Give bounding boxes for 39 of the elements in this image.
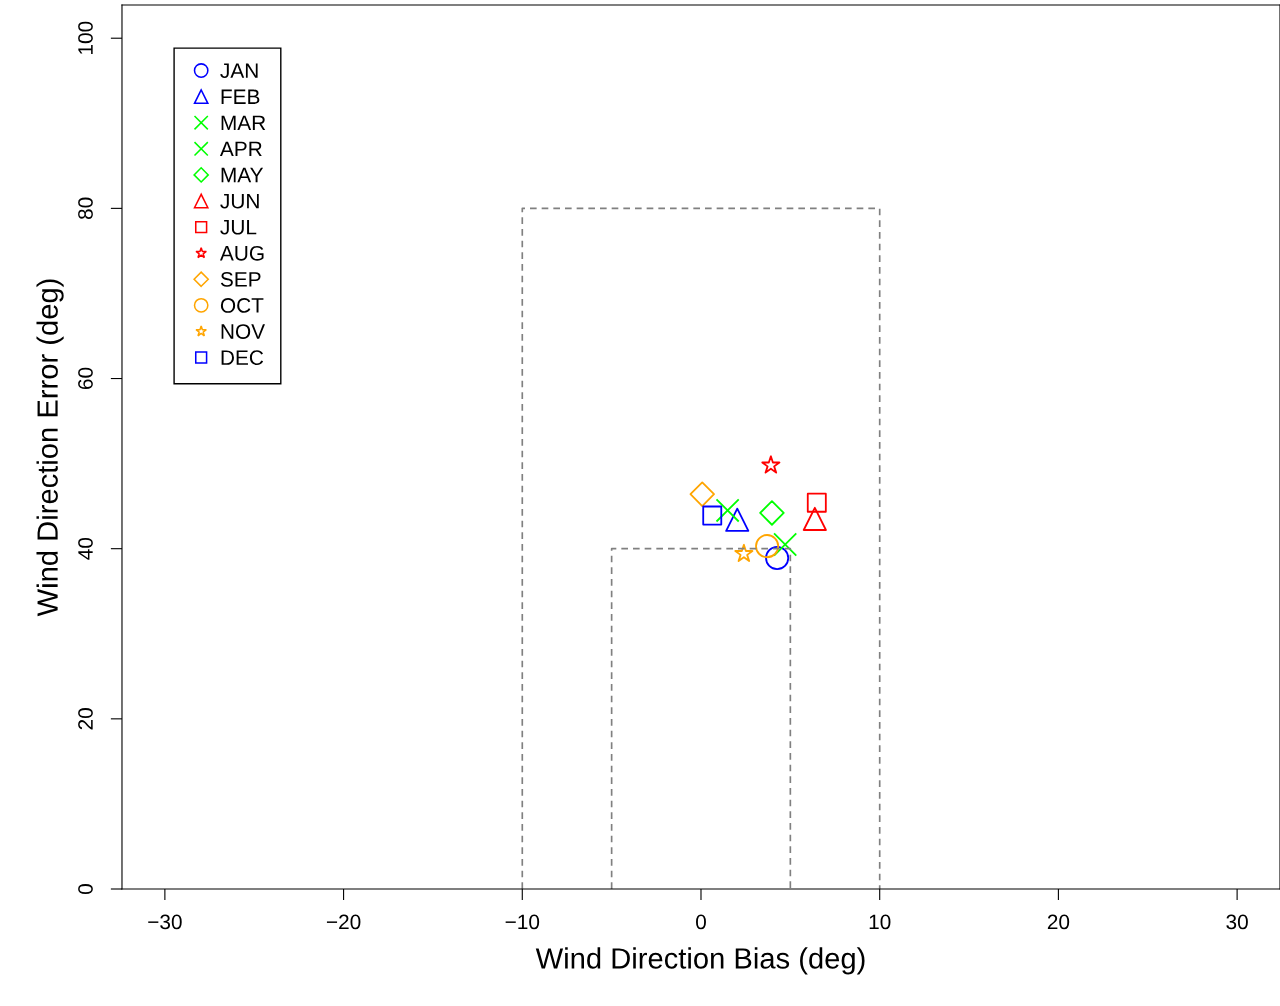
y-tick-label: 40 (78, 537, 93, 560)
legend-label: MAY (221, 167, 264, 183)
point (725, 507, 750, 532)
legend-label: APR (219, 141, 262, 157)
point (773, 532, 798, 557)
legend-label: DEC (221, 350, 264, 365)
x-tick-label: −20 (326, 914, 361, 930)
x-tick-label: 0 (696, 914, 706, 930)
legend-label: JUN (220, 193, 259, 209)
y-axis-title: Wind Direction Error (deg) (36, 279, 64, 617)
point (806, 492, 827, 513)
legend-label: JAN (220, 63, 258, 79)
point (759, 500, 785, 526)
y-tick-label: 20 (78, 708, 93, 730)
y-tick-label: 0 (78, 884, 93, 894)
point (715, 498, 740, 523)
point (734, 543, 754, 562)
y-tick-label: 60 (78, 367, 93, 390)
point (755, 534, 780, 559)
point (702, 505, 723, 526)
legend-label: OCT (220, 298, 264, 313)
x-tick-label: −10 (505, 914, 540, 930)
point (689, 481, 715, 507)
x-tick-label: 30 (1226, 914, 1248, 930)
legend-label: FEB (221, 89, 260, 104)
y-tick-label: 100 (78, 21, 93, 54)
point (765, 546, 790, 571)
y-tick-label: 80 (78, 197, 93, 220)
point (802, 506, 827, 531)
point (761, 455, 781, 474)
legend-label: AUG (219, 245, 264, 261)
legend-label: SEP (220, 271, 261, 287)
legend-label: NOV (221, 324, 265, 339)
legend-label: JUL (220, 220, 257, 235)
x-tick-label: −30 (148, 914, 182, 930)
x-axis-title: Wind Direction Bias (deg) (535, 947, 865, 975)
x-tick-label: 20 (1047, 914, 1070, 930)
x-tick-label: 10 (869, 914, 891, 930)
legend-label: MAR (221, 115, 266, 131)
